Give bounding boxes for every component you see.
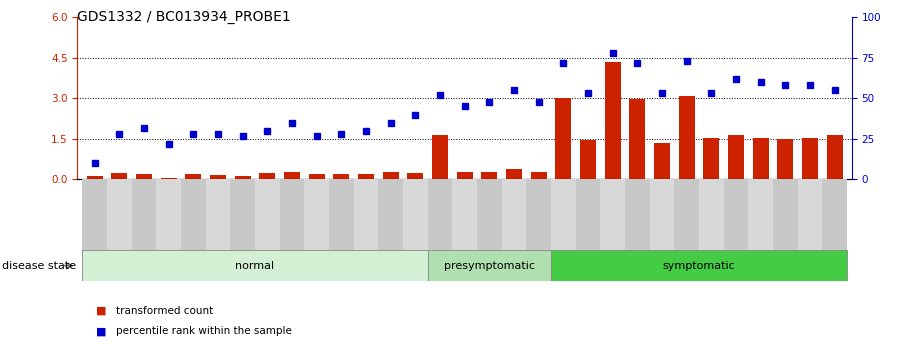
Bar (797, 179, 823, 276)
Bar (452, 179, 477, 276)
Text: ■: ■ (96, 306, 107, 315)
Bar (82, 179, 107, 276)
Bar (527, 179, 551, 276)
Bar (427, 250, 551, 281)
Bar (703, 138, 719, 179)
Bar (329, 179, 353, 276)
Bar (748, 179, 773, 276)
Bar (679, 96, 694, 179)
Text: ■: ■ (96, 326, 107, 336)
Bar (210, 175, 226, 179)
Bar (255, 179, 280, 276)
Bar (284, 172, 300, 179)
Text: disease state: disease state (2, 261, 76, 270)
Text: presymptomatic: presymptomatic (444, 261, 535, 270)
Bar (551, 250, 847, 281)
Bar (605, 62, 620, 179)
Bar (358, 174, 374, 179)
Bar (260, 174, 275, 179)
Bar (280, 179, 304, 276)
Bar (823, 179, 847, 276)
Bar (87, 176, 103, 179)
Bar (752, 138, 769, 179)
Bar (723, 179, 748, 276)
Bar (555, 98, 571, 179)
Bar (304, 179, 329, 276)
Bar (477, 179, 502, 276)
Bar (481, 172, 497, 179)
Bar (160, 178, 177, 179)
Text: transformed count: transformed count (116, 306, 213, 315)
Bar (826, 135, 843, 179)
Bar (403, 179, 427, 276)
Bar (353, 179, 378, 276)
Bar (432, 135, 448, 179)
Bar (407, 174, 424, 179)
Bar (132, 179, 157, 276)
Bar (235, 176, 251, 179)
Bar (181, 179, 206, 276)
Bar (309, 174, 324, 179)
Bar (427, 179, 452, 276)
Bar (206, 179, 230, 276)
Bar (230, 179, 255, 276)
Bar (333, 174, 349, 179)
Bar (674, 179, 699, 276)
Bar (502, 179, 527, 276)
Text: percentile rank within the sample: percentile rank within the sample (116, 326, 292, 336)
Bar (530, 172, 547, 179)
Bar (802, 138, 818, 179)
Bar (600, 179, 625, 276)
Bar (728, 135, 744, 179)
Text: symptomatic: symptomatic (662, 261, 735, 270)
Bar (107, 179, 132, 276)
Bar (551, 179, 576, 276)
Bar (773, 179, 797, 276)
Bar (506, 169, 522, 179)
Bar (456, 172, 473, 179)
Bar (650, 179, 674, 276)
Bar (82, 250, 427, 281)
Bar (580, 140, 596, 179)
Text: normal: normal (235, 261, 274, 270)
Bar (576, 179, 600, 276)
Bar (383, 172, 399, 179)
Bar (625, 179, 650, 276)
Bar (630, 99, 645, 179)
Bar (699, 179, 723, 276)
Text: GDS1332 / BC013934_PROBE1: GDS1332 / BC013934_PROBE1 (77, 10, 292, 24)
Bar (111, 174, 128, 179)
Bar (654, 143, 670, 179)
Bar (136, 174, 152, 179)
Bar (185, 174, 201, 179)
Bar (777, 139, 793, 179)
Bar (378, 179, 403, 276)
Bar (157, 179, 181, 276)
